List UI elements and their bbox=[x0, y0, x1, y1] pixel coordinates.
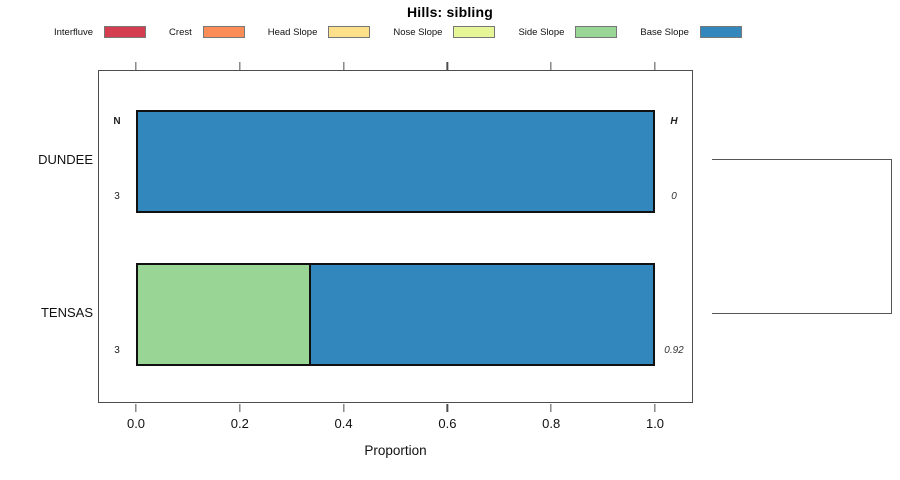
n-column-header: N bbox=[113, 116, 121, 127]
tick-mark bbox=[654, 404, 656, 412]
bar-segment-base-slope bbox=[138, 112, 653, 211]
legend-color-swatch bbox=[699, 26, 742, 38]
tick-mark bbox=[550, 404, 552, 412]
x-axis-title: Proportion bbox=[364, 443, 427, 458]
h-value-tensas: 0.92 bbox=[664, 345, 684, 356]
tick-mark bbox=[239, 62, 241, 70]
plot-area: N H 3 0 3 0.92 bbox=[98, 62, 693, 458]
tick-label: 0.6 bbox=[438, 416, 457, 431]
legend-color-swatch bbox=[202, 26, 245, 38]
stacked-bar-dundee bbox=[136, 110, 655, 213]
legend-item-head-slope: Head Slope bbox=[268, 26, 371, 38]
legend-item-base-slope: Base Slope bbox=[640, 26, 742, 38]
category-label-tensas: TENSAS bbox=[40, 305, 93, 320]
legend-color-swatch bbox=[575, 26, 618, 38]
tick-mark bbox=[550, 62, 552, 70]
page-title: Hills: sibling bbox=[406, 4, 494, 20]
legend-label: Interfluve bbox=[54, 26, 94, 38]
legend: Interfluve Crest Head Slope Nose Slope S… bbox=[54, 24, 742, 40]
legend-label: Nose Slope bbox=[393, 26, 443, 38]
dendrogram-join bbox=[891, 159, 893, 314]
bar-segment-side-slope bbox=[138, 265, 310, 364]
legend-color-swatch bbox=[104, 26, 147, 38]
legend-item-crest: Crest bbox=[169, 26, 245, 38]
tick-label: 0.2 bbox=[230, 416, 249, 431]
tick-mark bbox=[654, 62, 656, 70]
tick-mark bbox=[135, 404, 137, 412]
legend-item-nose-slope: Nose Slope bbox=[393, 26, 496, 38]
bar-axis-span: 0.0 0.2 0.4 0.6 0.8 1.0 Proportion bbox=[127, 62, 664, 458]
legend-label: Head Slope bbox=[267, 26, 318, 38]
category-label-dundee: DUNDEE bbox=[38, 152, 93, 167]
h-value-dundee: 0 bbox=[671, 191, 677, 202]
bar-segment-base-slope bbox=[309, 265, 653, 364]
tick-mark bbox=[239, 404, 241, 412]
tick-label: 0.8 bbox=[542, 416, 561, 431]
stacked-bar-tensas bbox=[136, 263, 655, 366]
tick-mark bbox=[342, 62, 345, 70]
legend-label: Base Slope bbox=[640, 26, 689, 38]
tick-label: 0.0 bbox=[126, 416, 146, 431]
dendrogram-branch-dundee bbox=[712, 159, 892, 161]
tick-mark bbox=[135, 62, 137, 70]
legend-item-interfluve: Interfluve bbox=[54, 26, 147, 38]
n-value-dundee: 3 bbox=[114, 191, 120, 202]
legend-item-side-slope: Side Slope bbox=[518, 26, 618, 38]
tick-label: 0.4 bbox=[334, 416, 353, 431]
tick-mark bbox=[446, 404, 449, 412]
h-column-header: H bbox=[670, 116, 678, 127]
legend-color-swatch bbox=[328, 26, 371, 38]
x-axis-tick-labels: 0.0 0.2 0.4 0.6 0.8 1.0 bbox=[127, 416, 664, 432]
tick-mark bbox=[342, 404, 345, 412]
dendrogram-branch-tensas bbox=[712, 313, 892, 315]
legend-color-swatch bbox=[453, 26, 496, 38]
tick-mark bbox=[446, 62, 449, 70]
legend-label: Side Slope bbox=[518, 26, 565, 38]
legend-label: Crest bbox=[169, 26, 192, 38]
n-value-tensas: 3 bbox=[114, 345, 120, 356]
tick-label: 1.0 bbox=[645, 416, 665, 431]
